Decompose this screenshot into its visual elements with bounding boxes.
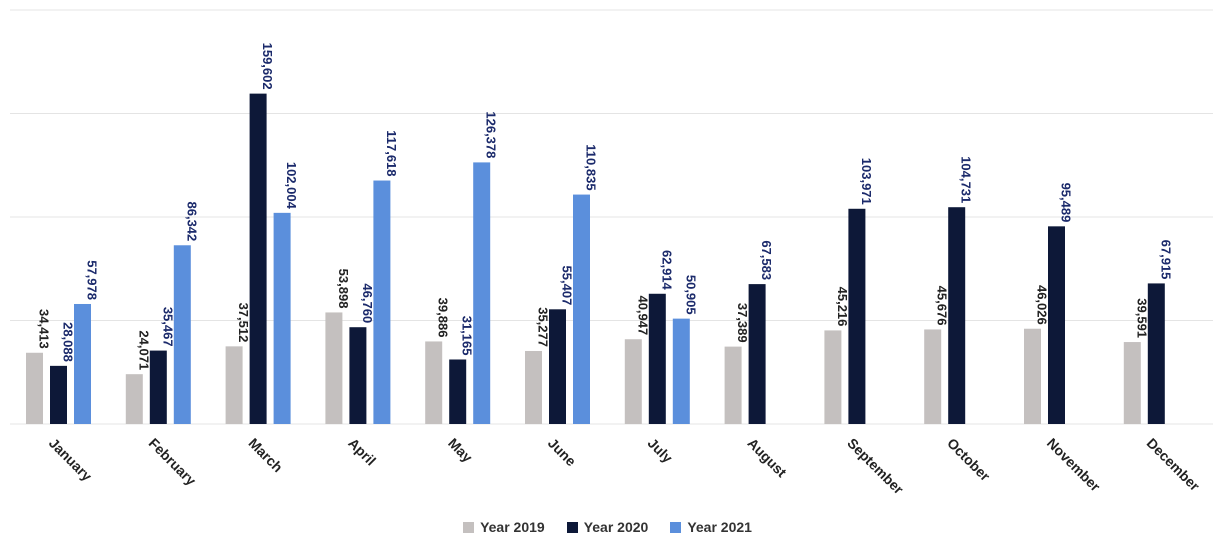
bar-year-2019-december <box>1123 342 1141 424</box>
data-label: 46,026 <box>1035 285 1050 325</box>
bar-year-2020-january <box>50 365 67 424</box>
bar-year-2021-july <box>672 318 690 424</box>
legend-item-2020: Year 2020 <box>566 519 649 535</box>
data-label: 104,731 <box>959 156 974 203</box>
x-tick-label: May <box>445 435 476 466</box>
legend-swatch-2020 <box>566 521 578 533</box>
bar-year-2021-april <box>373 180 391 424</box>
data-labels: 34,413 28,088 57,978 24,071 35,467 86,342 37,5… <box>37 43 1174 371</box>
legend-item-2019: Year 2019 <box>463 519 545 535</box>
data-label: 34,413 <box>37 309 52 349</box>
bars <box>26 93 1165 425</box>
legend-label-2021: Year 2021 <box>687 519 752 535</box>
data-label: 67,915 <box>1158 240 1173 280</box>
bar-year-2020-february <box>149 350 167 424</box>
x-tick-label: March <box>245 435 285 475</box>
data-label: 40,947 <box>635 295 650 335</box>
x-tick-label: August <box>744 435 790 481</box>
bar-year-2020-november <box>1048 226 1065 424</box>
data-label: 50,905 <box>683 275 698 315</box>
x-tick-label: October <box>944 435 994 485</box>
data-label: 28,088 <box>61 322 76 362</box>
bar-year-2019-september <box>824 330 842 424</box>
legend-item-2021: Year 2021 <box>670 519 752 535</box>
bar-year-2020-december <box>1147 283 1165 424</box>
bar-year-2019-april <box>325 312 343 424</box>
data-label: 37,512 <box>236 303 251 343</box>
x-tick-label: June <box>545 435 580 470</box>
bar-year-2021-june <box>573 194 590 424</box>
data-label: 53,898 <box>336 269 351 309</box>
bar-year-2020-october <box>948 207 966 424</box>
x-tick-label: July <box>645 435 676 466</box>
data-label: 37,389 <box>735 303 750 343</box>
legend: Year 2019 Year 2020 Year 2021 <box>0 519 1215 535</box>
bar-year-2020-april <box>349 327 367 424</box>
bar-year-2020-september <box>848 208 866 424</box>
x-tick-label: February <box>146 435 200 489</box>
legend-swatch-2019 <box>463 521 475 533</box>
data-label: 86,342 <box>184 202 199 242</box>
bar-year-2020-june <box>549 309 566 424</box>
data-label: 95,489 <box>1059 183 1074 223</box>
data-label: 126,378 <box>484 111 499 158</box>
bar-year-2019-june <box>525 350 542 424</box>
data-label: 62,914 <box>659 250 674 291</box>
x-tick-label: December <box>1144 435 1204 495</box>
bar-year-2019-july <box>624 339 642 424</box>
data-label: 117,618 <box>384 130 399 176</box>
bar-year-2020-august <box>748 284 766 424</box>
x-tick-label: September <box>844 435 907 498</box>
bar-year-2020-may <box>449 359 467 424</box>
legend-swatch-2021 <box>670 521 682 533</box>
gridlines <box>10 9 1213 425</box>
bar-year-2019-may <box>425 341 443 424</box>
data-label: 35,467 <box>160 307 175 347</box>
legend-label-2019: Year 2019 <box>480 519 545 535</box>
bar-year-2021-may <box>473 162 491 425</box>
x-tick-label: November <box>1044 435 1104 495</box>
data-label: 24,071 <box>136 330 151 370</box>
bar-year-2019-august <box>724 346 742 424</box>
data-label: 159,602 <box>260 43 275 90</box>
bar-year-2019-february <box>125 374 143 424</box>
data-label: 103,971 <box>859 158 874 205</box>
data-label: 55,407 <box>560 266 575 306</box>
data-label: 67,583 <box>759 240 774 280</box>
bar-year-2021-march <box>273 212 291 424</box>
x-tick-labels: January February March April May June July Augu… <box>46 435 1203 498</box>
data-label: 45,676 <box>935 286 950 326</box>
data-label: 45,216 <box>835 287 850 327</box>
data-label: 35,277 <box>536 307 551 347</box>
data-label: 39,591 <box>1134 298 1149 338</box>
bar-year-2020-march <box>249 93 267 424</box>
data-label: 110,835 <box>584 144 599 190</box>
bar-year-2019-march <box>225 346 243 424</box>
bar-year-2020-july <box>648 293 666 424</box>
x-tick-label: April <box>345 435 379 469</box>
data-label: 39,886 <box>436 298 451 338</box>
bar-year-2021-february <box>173 245 191 424</box>
x-tick-label: January <box>46 435 95 484</box>
bar-year-2021-january <box>74 303 91 424</box>
data-label: 102,004 <box>284 162 299 210</box>
data-label: 46,760 <box>360 283 375 323</box>
legend-label-2020: Year 2020 <box>583 519 649 535</box>
data-label: 57,978 <box>85 260 100 300</box>
data-label: 31,165 <box>460 316 475 356</box>
bar-year-2019-november <box>1024 328 1041 424</box>
bar-year-2019-october <box>924 329 942 424</box>
bar-year-2019-january <box>26 352 43 424</box>
